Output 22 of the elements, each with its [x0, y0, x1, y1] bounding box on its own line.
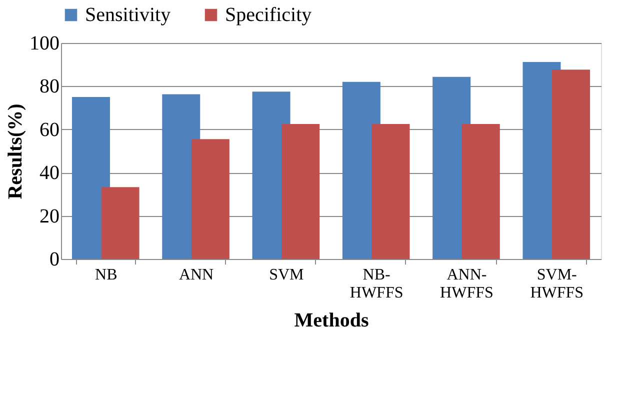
bar	[101, 187, 140, 259]
y-axis-title: Results(%)	[4, 104, 26, 200]
bar	[462, 124, 500, 259]
y-tick-label: 20	[40, 205, 60, 228]
y-tick-label: 100	[30, 32, 60, 54]
x-tick-label: SVM	[269, 266, 304, 284]
y-tick-label: 80	[40, 76, 60, 98]
bar	[552, 70, 590, 259]
x-tick-label: NB-HWFFS	[350, 266, 404, 302]
x-axis-title: Methods	[294, 310, 369, 332]
x-tick-label: ANN-HWFFS	[440, 266, 494, 302]
y-tick-label: 40	[40, 162, 60, 184]
x-tick-label: SVM-HWFFS	[530, 266, 584, 302]
bar	[191, 139, 230, 259]
legend-label: Sensitivity	[85, 4, 171, 26]
bar	[282, 124, 320, 259]
y-tick-label: 0	[50, 248, 60, 270]
x-tick-label: ANN	[178, 266, 214, 284]
x-tick-label: NB	[95, 266, 118, 284]
legend-label: Specificity	[225, 4, 312, 26]
y-tick-label: 60	[40, 118, 60, 141]
bar	[372, 124, 410, 259]
